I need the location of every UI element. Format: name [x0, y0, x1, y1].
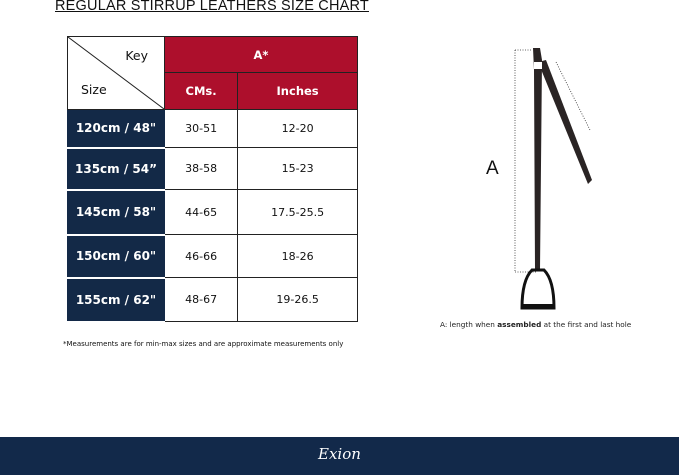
table-row: 135cm / 54” 38-58 15-23	[67, 147, 358, 191]
caption-text: A: length when	[440, 320, 498, 329]
size-cell: 120cm / 48"	[67, 109, 165, 149]
measurement-line-icon	[514, 49, 537, 273]
group-header: A*	[164, 36, 358, 73]
caption-bold: assembled	[497, 320, 542, 329]
page-title: REGULAR STIRRUP LEATHERS SIZE CHART	[55, 0, 369, 14]
strap-tail-icon	[538, 60, 592, 184]
inches-cell: 18-26	[237, 234, 358, 278]
inches-cell: 12-20	[237, 109, 358, 148]
size-label: Size	[81, 82, 107, 97]
brand-logo: Exion	[318, 445, 361, 463]
size-chart-table: Key Size A* CMs. Inches 120cm / 48" 30-51…	[67, 36, 358, 323]
table-row: 150cm / 60" 46-66 18-26	[67, 234, 358, 279]
cms-cell: 48-67	[163, 277, 239, 322]
key-label: Key	[125, 48, 148, 63]
size-cell: 135cm / 54”	[67, 147, 165, 191]
column-header-cms: CMs.	[163, 72, 239, 110]
cms-cell: 30-51	[163, 109, 239, 148]
table-row: 145cm / 58" 44-65 17.5-25.5	[67, 189, 358, 236]
size-cell: 150cm / 60"	[67, 234, 165, 279]
measurement-label-a: A	[486, 158, 499, 179]
size-cell: 145cm / 58"	[67, 189, 165, 236]
caption-text-end: at the first and last hole	[541, 320, 632, 329]
column-header-inches: Inches	[237, 72, 358, 110]
cms-cell: 38-58	[163, 147, 239, 190]
table-row: 120cm / 48" 30-51 12-20	[67, 109, 358, 149]
inches-cell: 17.5-25.5	[237, 189, 358, 235]
size-cell: 155cm / 62"	[67, 277, 165, 323]
footer-bar: Exion	[0, 437, 679, 475]
cms-cell: 44-65	[163, 189, 239, 235]
stirrup-icon	[520, 268, 556, 310]
table-row: 155cm / 62" 48-67 19-26.5	[67, 277, 358, 323]
cms-cell: 46-66	[163, 234, 239, 278]
stirrup-leather-diagram	[514, 48, 592, 310]
inches-cell: 19-26.5	[237, 277, 358, 322]
footnote: *Measurements are for min-max sizes and …	[63, 340, 344, 348]
strap-icon	[533, 48, 542, 270]
corner-cell: Key Size	[67, 36, 165, 110]
diagram-caption: A: length when assembled at the first an…	[440, 320, 631, 329]
inches-cell: 15-23	[237, 147, 358, 190]
